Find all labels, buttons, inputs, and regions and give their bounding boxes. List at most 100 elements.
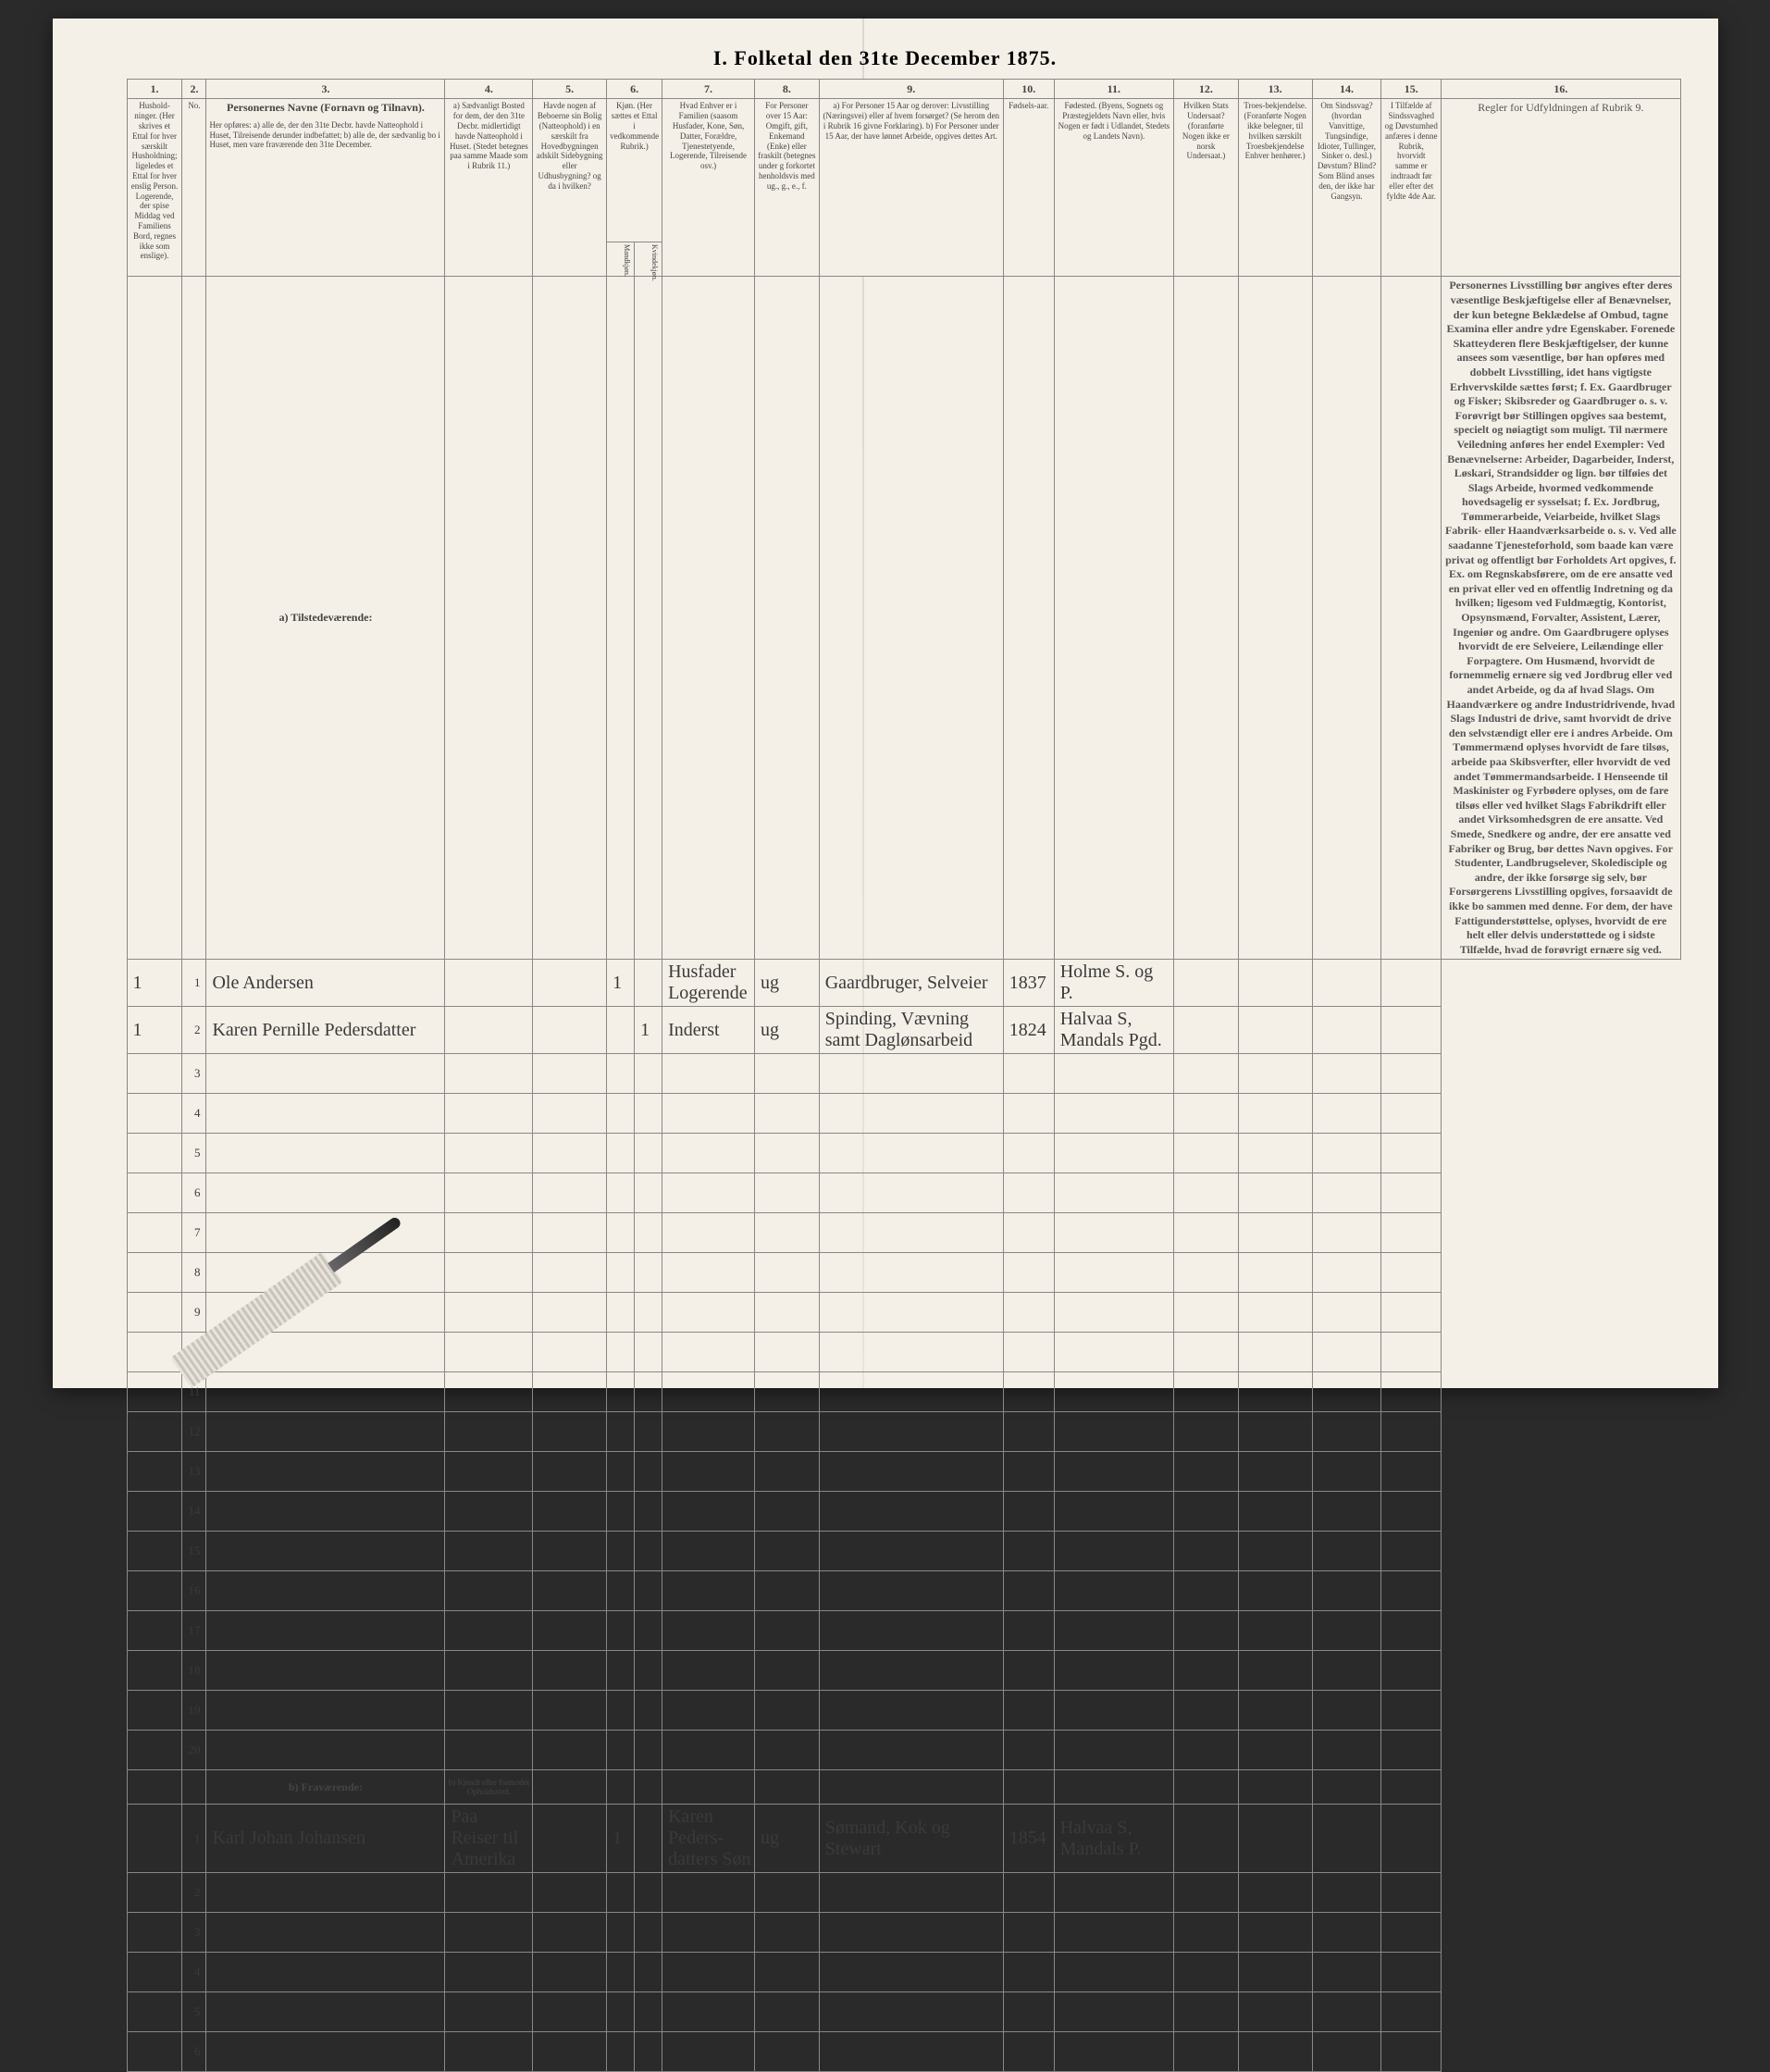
empty-cell: 2 [182,1873,206,1913]
sex-male [607,1007,635,1054]
empty-cell [607,1731,635,1770]
empty-cell [127,1532,182,1571]
empty-cell [1381,960,1442,1007]
empty-cell [1312,1651,1381,1691]
empty-cell [1174,1213,1239,1253]
empty-cell [445,1873,533,1913]
person-no: 1 [182,1805,206,1873]
empty-cell [445,1913,533,1953]
person-no: 2 [182,1007,206,1054]
colnum-11: 11. [1054,80,1173,99]
empty-cell [635,1913,662,1953]
hdr-no: No. [182,99,206,277]
empty-cell [755,1913,820,1953]
empty-cell [1238,1253,1312,1293]
empty-cell [1381,1094,1442,1134]
empty-cell [1312,1992,1381,2032]
empty-row: 11 [127,1372,1680,1412]
hdr-rules: Regler for Udfyldningen af Rubrik 9. [1442,99,1680,277]
empty-cell [662,1953,755,1992]
person-no: 1 [182,960,206,1007]
empty-row: 6 [127,2032,1680,2072]
empty-cell [1174,1094,1239,1134]
empty-cell [635,1134,662,1173]
empty-row: 18 [127,1651,1680,1691]
empty-cell [819,1731,1003,1770]
empty-cell [755,1571,820,1611]
sex-male: 1 [607,1805,635,1873]
empty-cell [1381,1805,1442,1873]
empty-cell [662,1532,755,1571]
empty-cell [607,1611,635,1651]
empty-cell [755,1492,820,1532]
census-table: 1. 2. 3. 4. 5. 6. 7. 8. 9. 10. 11. 12. 1… [127,79,1681,2072]
empty-cell [533,1913,607,1953]
empty-cell [445,1173,533,1213]
empty-cell [1381,1054,1442,1094]
empty-cell [1381,1731,1442,1770]
column-number-row: 1. 2. 3. 4. 5. 6. 7. 8. 9. 10. 11. 12. 1… [127,80,1680,99]
empty-cell [1312,960,1381,1007]
empty-cell [819,1134,1003,1173]
empty-cell [635,1293,662,1333]
empty-cell [1054,1054,1173,1094]
empty-cell [662,1173,755,1213]
household-no: 1 [127,960,182,1007]
hdr-marital: For Personer over 15 Aar: Omgift, gift, … [755,99,820,277]
empty-cell [755,1213,820,1253]
empty-cell [1003,1253,1054,1293]
empty-cell [635,1054,662,1094]
empty-cell [206,1731,445,1770]
empty-cell [1054,1731,1173,1770]
empty-cell [607,1293,635,1333]
empty-cell [127,1492,182,1532]
empty-cell [206,1492,445,1532]
colnum-4: 4. [445,80,533,99]
hdr-disability-age: I Tilfælde af Sindssvaghed og Døvstumhed… [1381,99,1442,277]
empty-cell [819,1054,1003,1094]
empty-cell [445,1412,533,1452]
colnum-16: 16. [1442,80,1680,99]
empty-cell [1381,1333,1442,1372]
empty-cell [662,1452,755,1492]
empty-cell [533,2032,607,2072]
section-present-label: a) Tilstedeværende: [206,277,445,960]
occupation: Gaardbruger, Selveier [819,960,1003,1007]
empty-cell [533,1253,607,1293]
empty-cell [607,1992,635,2032]
birth-year: 1854 [1003,1805,1054,1873]
empty-cell [1312,1094,1381,1134]
empty-cell [1003,1054,1054,1094]
empty-cell [819,1532,1003,1571]
empty-cell [1003,1333,1054,1372]
empty-cell [1174,1953,1239,1992]
empty-cell [635,1571,662,1611]
person-name: Karen Pernille Pedersdatter [206,1007,445,1054]
sex-male: 1 [607,960,635,1007]
empty-row: 20 [127,1731,1680,1770]
empty-cell [662,1571,755,1611]
empty-cell [1054,1452,1173,1492]
empty-cell [1238,1173,1312,1213]
empty-cell [445,1532,533,1571]
empty-cell [206,2032,445,2072]
empty-cell [755,2032,820,2072]
empty-cell [1003,1412,1054,1452]
empty-cell [1238,1452,1312,1492]
person-name: Ole Andersen [206,960,445,1007]
empty-cell [1381,1953,1442,1992]
empty-cell [1238,960,1312,1007]
empty-cell [1054,1492,1173,1532]
empty-cell [533,1054,607,1094]
empty-cell [533,1293,607,1333]
hdr-outbuilding: Havde nogen af Beboerne sin Bolig (Natte… [533,99,607,277]
empty-cell [1381,1492,1442,1532]
empty-cell [1174,1571,1239,1611]
empty-cell [1003,1731,1054,1770]
empty-cell [1054,1873,1173,1913]
empty-cell [607,1372,635,1412]
empty-cell [1312,1412,1381,1452]
empty-cell [635,2032,662,2072]
empty-cell [1238,1372,1312,1412]
empty-cell [1312,1452,1381,1492]
